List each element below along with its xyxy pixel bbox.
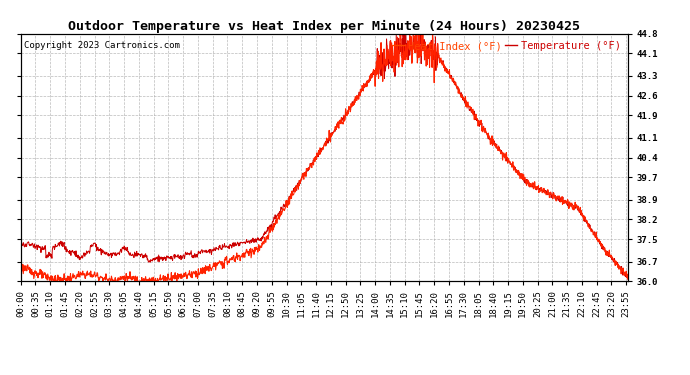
Title: Outdoor Temperature vs Heat Index per Minute (24 Hours) 20230425: Outdoor Temperature vs Heat Index per Mi… [68,20,580,33]
Temperature (°F) [137,253,145,257]
Heat Index (°F) [220,266,228,270]
Temperature (°F) [419,45,427,49]
Heat Index (°F) [17,267,25,272]
Legend: Heat Index (°F), Temperature (°F): Heat Index (°F), Temperature (°F) [391,39,622,53]
Text: Copyright 2023 Cartronics.com: Copyright 2023 Cartronics.com [23,41,179,50]
Heat Index (°F) [624,277,632,282]
Temperature (°F) [219,244,228,248]
Heat Index (°F) [406,32,414,36]
Heat Index (°F) [152,279,160,284]
Heat Index (°F) [499,151,507,156]
Heat Index (°F) [553,196,561,201]
Heat Index (°F) [48,279,56,284]
Temperature (°F) [399,32,407,36]
Temperature (°F) [552,195,560,199]
Heat Index (°F) [420,45,428,49]
Line: Heat Index (°F): Heat Index (°F) [21,34,628,281]
Temperature (°F) [17,242,25,246]
Temperature (°F) [623,276,631,280]
Temperature (°F) [498,151,506,155]
Heat Index (°F) [137,279,146,284]
Line: Temperature (°F): Temperature (°F) [21,34,628,278]
Temperature (°F) [152,255,160,260]
Temperature (°F) [624,273,632,278]
